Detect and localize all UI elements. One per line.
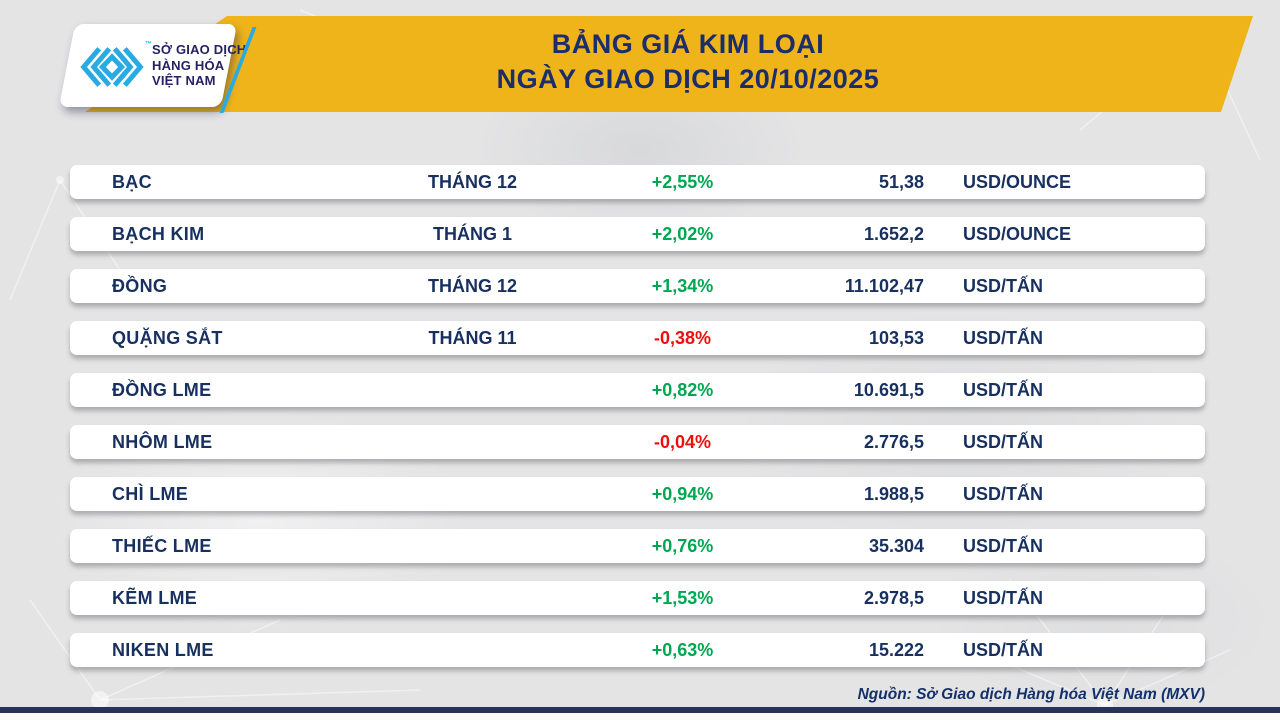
change-percent: -0,38%: [653, 327, 712, 348]
table-row: THIẾC LME +0,76% 35.304 USD/TẤN: [70, 529, 1205, 563]
bottom-strip: [0, 713, 1280, 720]
table-row: BẠCH KIM THÁNG 1 +2,02% 1.652,2 USD/OUNC…: [70, 217, 1205, 251]
price-unit: USD/TẤN: [963, 587, 1043, 608]
price-value: 1.988,5: [863, 483, 924, 504]
change-percent: +1,53%: [651, 587, 714, 608]
commodity-name: KẼM LME: [112, 587, 198, 608]
price-value: 51,38: [878, 171, 924, 192]
table-row: KẼM LME +1,53% 2.978,5 USD/TẤN: [70, 581, 1205, 615]
price-unit: USD/TẤN: [963, 327, 1043, 348]
price-unit: USD/OUNCE: [963, 223, 1072, 244]
commodity-name: NIKEN LME: [112, 639, 214, 660]
table-row: CHÌ LME +0,94% 1.988,5 USD/TẤN: [70, 477, 1205, 511]
page-title: BẢNG GIÁ KIM LOẠI NGÀY GIAO DỊCH 20/10/2…: [85, 27, 1255, 97]
price-value: 35.304: [868, 535, 924, 556]
source-credit: Nguồn: Sở Giao dịch Hàng hóa Việt Nam (M…: [857, 686, 1205, 703]
bottom-bar: [0, 707, 1280, 713]
logo-org-line1: SỞ GIAO DỊCH: [152, 42, 247, 58]
table-row: BẠC THÁNG 12 +2,55% 51,38 USD/OUNCE: [70, 165, 1205, 199]
table-row: QUẶNG SẮT THÁNG 11 -0,38% 103,53 USD/TẤN: [70, 321, 1205, 355]
price-value: 15.222: [868, 639, 924, 660]
mxv-logo: ™ SỞ GIAO DỊCH HÀNG HÓA VIỆT NAM: [58, 24, 246, 107]
contract-month: THÁNG 12: [427, 171, 517, 192]
change-percent: +0,63%: [651, 639, 714, 660]
page-title-line2: NGÀY GIAO DỊCH 20/10/2025: [496, 64, 880, 94]
logo-org-line2: HÀNG HÓA: [152, 57, 225, 73]
price-unit: USD/TẤN: [963, 483, 1043, 504]
price-unit: USD/TẤN: [963, 275, 1043, 296]
change-percent: +0,94%: [651, 483, 714, 504]
table-row: ĐỒNG THÁNG 12 +1,34% 11.102,47 USD/TẤN: [70, 269, 1205, 303]
price-value: 2.776,5: [863, 431, 924, 452]
commodity-name: NHÔM LME: [112, 431, 213, 452]
mxv-logo-content: ™ SỞ GIAO DỊCH HÀNG HÓA VIỆT NAM: [67, 24, 246, 107]
price-value: 11.102,47: [844, 275, 924, 296]
commodity-name: THIẾC LME: [112, 535, 212, 556]
contract-month: THÁNG 1: [432, 223, 512, 244]
change-percent: +1,34%: [651, 275, 714, 296]
commodity-name: CHÌ LME: [112, 483, 189, 504]
change-percent: +2,55%: [651, 171, 714, 192]
trademark-symbol: ™: [145, 41, 152, 48]
price-unit: USD/TẤN: [963, 431, 1043, 452]
change-percent: -0,04%: [653, 431, 712, 452]
change-percent: +0,76%: [651, 535, 714, 556]
page-title-line1: BẢNG GIÁ KIM LOẠI: [551, 29, 825, 59]
commodity-name: BẠCH KIM: [112, 223, 205, 244]
price-unit: USD/TẤN: [963, 639, 1043, 660]
price-unit: USD/TẤN: [963, 379, 1043, 400]
price-value: 2.978,5: [863, 587, 924, 608]
table-row: NIKEN LME +0,63% 15.222 USD/TẤN: [70, 633, 1205, 667]
table-row: ĐỒNG LME +0,82% 10.691,5 USD/TẤN: [70, 373, 1205, 407]
mxv-chevron-logo-icon: [80, 46, 144, 87]
table-row: NHÔM LME -0,04% 2.776,5 USD/TẤN: [70, 425, 1205, 459]
price-table: BẠC THÁNG 12 +2,55% 51,38 USD/OUNCE BẠCH…: [70, 165, 1205, 685]
price-value: 103,53: [868, 327, 924, 348]
contract-month: THÁNG 12: [427, 275, 517, 296]
price-value: 10.691,5: [853, 379, 924, 400]
commodity-name: ĐỒNG LME: [112, 379, 212, 400]
commodity-name: ĐỒNG: [112, 275, 168, 296]
header-banner: [85, 16, 1253, 112]
price-unit: USD/OUNCE: [963, 171, 1072, 192]
contract-month: THÁNG 11: [428, 327, 517, 348]
price-value: 1.652,2: [863, 223, 924, 244]
commodity-name: QUẶNG SẮT: [112, 327, 223, 348]
commodity-name: BẠC: [112, 171, 152, 192]
change-percent: +0,82%: [651, 379, 714, 400]
change-percent: +2,02%: [651, 223, 714, 244]
price-unit: USD/TẤN: [963, 535, 1043, 556]
